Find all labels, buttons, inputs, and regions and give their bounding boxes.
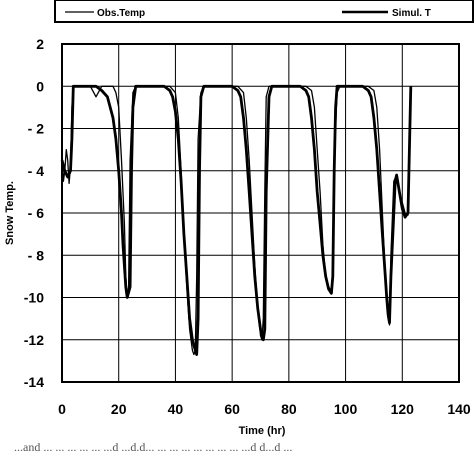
y-tick-label: 0 — [36, 78, 44, 94]
y-tick-label: - 2 — [28, 121, 45, 137]
caption-text: ...and ... ... ... ... ... ...d ...d.d..… — [14, 440, 293, 454]
y-tick-labels: 2 0 - 2 - 4 - 6 - 8 -10 -12 -14 — [24, 36, 44, 390]
x-tick-label: 140 — [447, 401, 471, 417]
chart: Obs.Temp Simul. T 20- 2- 4- 6- 8-10-12-1… — [4, 0, 474, 437]
y-tick-label: -10 — [24, 290, 44, 306]
series-line-simul-t — [60, 84, 413, 356]
x-tick-labels: 0 20 40 60 80 100 120 140 — [58, 401, 471, 417]
x-tick-label: 20 — [111, 401, 127, 417]
y-tick-label: - 4 — [28, 163, 45, 179]
y-tick-label: - 8 — [28, 247, 45, 263]
x-tick-label: 40 — [168, 401, 184, 417]
plot-frame — [61, 43, 460, 383]
x-tick-label: 60 — [224, 401, 240, 417]
x-tick-label: 120 — [391, 401, 415, 417]
legend-label-obs: Obs.Temp — [97, 8, 145, 19]
y-tick-label: -14 — [24, 374, 44, 390]
legend-box — [54, 0, 474, 23]
legend: Obs.Temp Simul. T — [54, 0, 474, 23]
y-axis-title: Snow Temp. — [4, 181, 16, 245]
x-tick-label: 80 — [281, 401, 297, 417]
legend-label-simul: Simul. T — [392, 8, 431, 19]
y-tick-label: 2 — [36, 36, 44, 52]
y-tick-label: -12 — [24, 332, 44, 348]
x-axis-title: Time (hr) — [239, 425, 286, 437]
x-tick-label: 100 — [334, 401, 358, 417]
x-tick-label: 0 — [58, 401, 66, 417]
y-tick-label: - 6 — [28, 205, 45, 221]
series-layer — [60, 84, 413, 356]
